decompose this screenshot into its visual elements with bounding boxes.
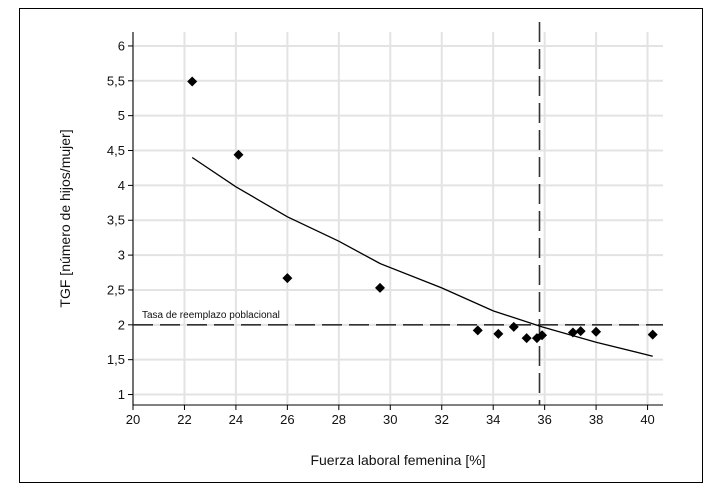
x-tick-label: 36: [537, 412, 551, 427]
data-points: [187, 76, 658, 344]
data-point: [472, 325, 483, 336]
y-tick-label: 2,5: [107, 282, 125, 297]
data-point: [521, 333, 532, 344]
data-point: [575, 326, 586, 337]
y-tick-label: 3: [118, 248, 125, 263]
trend-line: [191, 156, 653, 357]
y-tick-label: 1,5: [107, 352, 125, 367]
data-point: [493, 328, 504, 339]
data-point: [537, 330, 548, 341]
x-tick-label: 28: [332, 412, 346, 427]
x-tick-label: 20: [126, 412, 140, 427]
x-tick-labels: 20 22 24 26 28 30 32 34 36 38 40: [126, 412, 655, 427]
data-point: [282, 273, 293, 284]
y-tick-label: 1: [118, 387, 125, 402]
data-point: [233, 149, 244, 160]
x-tick-label: 22: [177, 412, 191, 427]
data-point: [508, 321, 519, 332]
axes: [128, 32, 663, 410]
data-point: [591, 326, 602, 337]
x-tick-label: 30: [383, 412, 397, 427]
data-point: [374, 282, 385, 293]
x-tick-label: 32: [435, 412, 449, 427]
y-tick-label: 6: [118, 38, 125, 53]
x-tick-label: 34: [486, 412, 500, 427]
data-point: [567, 327, 578, 338]
data-point: [187, 76, 198, 87]
y-tick-label: 5,5: [107, 73, 125, 88]
x-tick-label: 40: [640, 412, 654, 427]
replacement-rate-label: Tasa de reemplazo poblacional: [142, 310, 280, 321]
grid-lines: [132, 32, 663, 405]
y-tick-label: 3,5: [107, 213, 125, 228]
y-tick-labels: 1 1,5 2 2,5 3 3,5 4 4,5 5 5,5 6: [107, 38, 125, 402]
x-axis-title: Fuerza laboral femenina [%]: [310, 452, 485, 468]
y-tick-label: 4: [118, 178, 125, 193]
y-axis-title: TGF [número de hijos/mujer]: [57, 129, 73, 307]
reference-lines: [133, 22, 663, 405]
trend-line-group: [191, 156, 653, 357]
x-tick-label: 26: [280, 412, 294, 427]
x-tick-label: 38: [589, 412, 603, 427]
y-tick-label: 5: [118, 108, 125, 123]
data-point: [647, 329, 658, 340]
x-tick-label: 24: [229, 412, 243, 427]
y-tick-label: 2: [118, 317, 125, 332]
y-tick-label: 4,5: [107, 143, 125, 158]
